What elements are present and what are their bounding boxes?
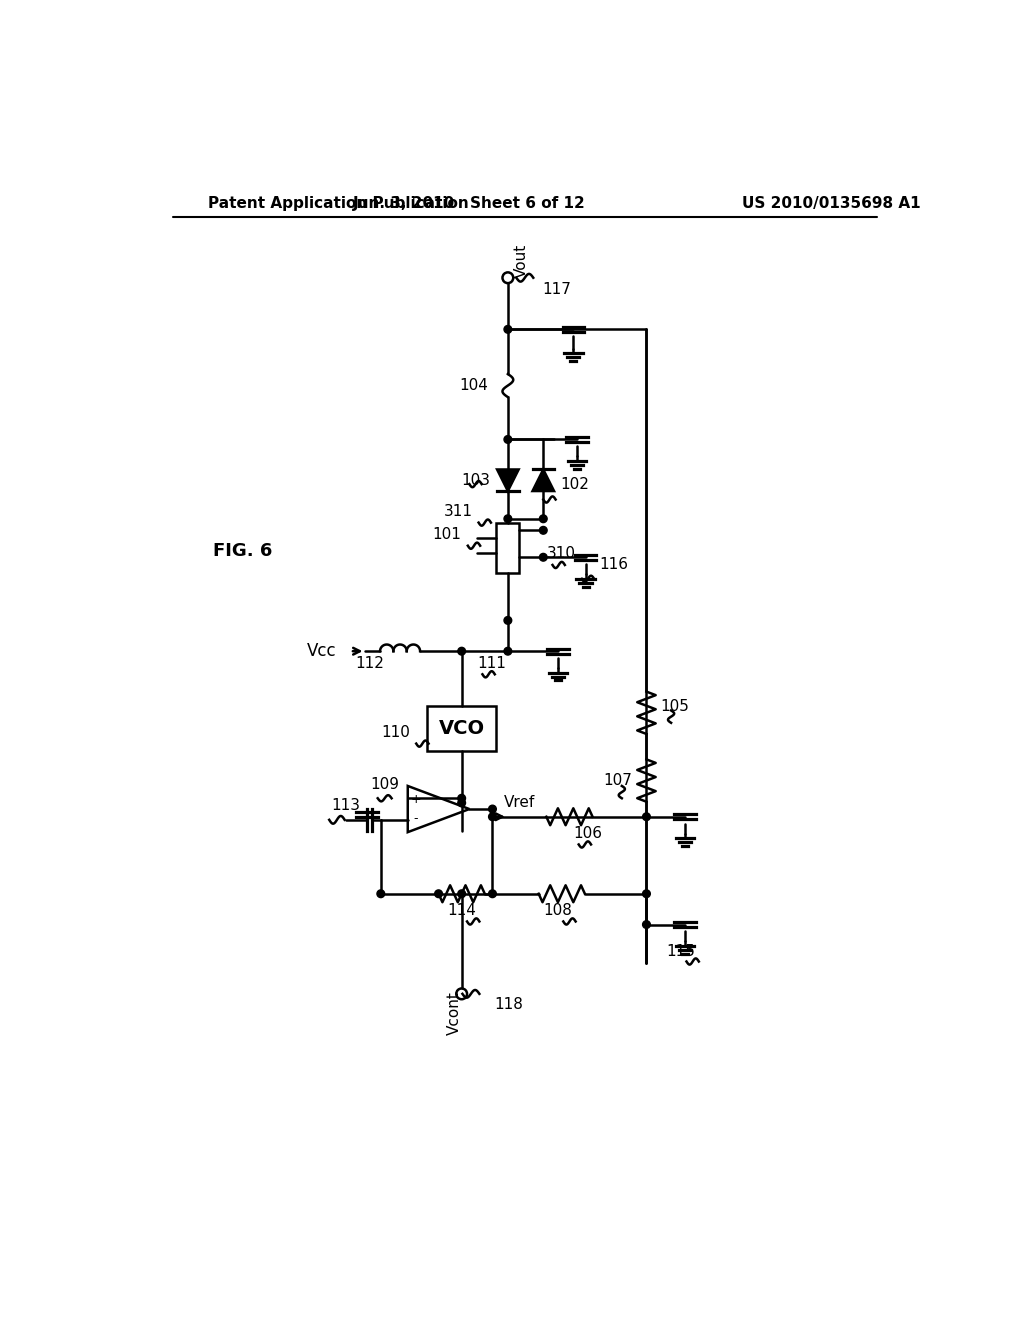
Text: Patent Application Publication: Patent Application Publication	[208, 195, 468, 211]
Text: 108: 108	[544, 903, 572, 919]
Text: 104: 104	[460, 378, 488, 393]
Circle shape	[488, 890, 497, 898]
Circle shape	[488, 805, 497, 813]
Circle shape	[458, 799, 466, 807]
Text: Vcc: Vcc	[307, 643, 337, 660]
Circle shape	[504, 326, 512, 333]
Text: Vcont: Vcont	[446, 991, 462, 1035]
Text: -: -	[414, 812, 418, 825]
Text: 109: 109	[370, 777, 399, 792]
Circle shape	[377, 890, 385, 898]
Text: 107: 107	[604, 774, 633, 788]
Text: 101: 101	[433, 527, 462, 541]
Text: Vref: Vref	[504, 796, 536, 810]
Text: 106: 106	[573, 826, 602, 841]
Circle shape	[435, 890, 442, 898]
Text: Vout: Vout	[514, 244, 529, 279]
Circle shape	[540, 553, 547, 561]
Text: VCO: VCO	[438, 718, 484, 738]
Text: 115: 115	[667, 944, 695, 960]
Text: 118: 118	[494, 997, 523, 1012]
Polygon shape	[532, 470, 554, 491]
Text: 112: 112	[355, 656, 384, 671]
Text: 110: 110	[381, 725, 410, 739]
Text: Jun. 3, 2010   Sheet 6 of 12: Jun. 3, 2010 Sheet 6 of 12	[353, 195, 586, 211]
Text: 116: 116	[599, 557, 629, 573]
Text: 117: 117	[543, 281, 571, 297]
Text: US 2010/0135698 A1: US 2010/0135698 A1	[742, 195, 921, 211]
Circle shape	[504, 647, 512, 655]
Text: 311: 311	[444, 503, 473, 519]
Text: 102: 102	[560, 477, 589, 491]
Circle shape	[643, 921, 650, 928]
Circle shape	[540, 515, 547, 523]
Circle shape	[540, 527, 547, 535]
Circle shape	[504, 436, 512, 444]
Circle shape	[643, 890, 650, 898]
Polygon shape	[497, 470, 518, 491]
Circle shape	[458, 647, 466, 655]
Text: 113: 113	[332, 799, 360, 813]
Circle shape	[643, 813, 650, 821]
Circle shape	[458, 795, 466, 803]
Bar	[497, 523, 519, 573]
Text: 103: 103	[462, 473, 490, 488]
Text: 111: 111	[477, 656, 506, 671]
Text: 114: 114	[447, 903, 476, 919]
Text: 310: 310	[547, 546, 577, 561]
Text: 105: 105	[660, 700, 689, 714]
Circle shape	[458, 890, 466, 898]
Bar	[427, 706, 497, 751]
Circle shape	[504, 616, 512, 624]
Circle shape	[488, 813, 497, 821]
Text: FIG. 6: FIG. 6	[213, 543, 272, 560]
Text: +: +	[411, 793, 421, 807]
Circle shape	[504, 515, 512, 523]
